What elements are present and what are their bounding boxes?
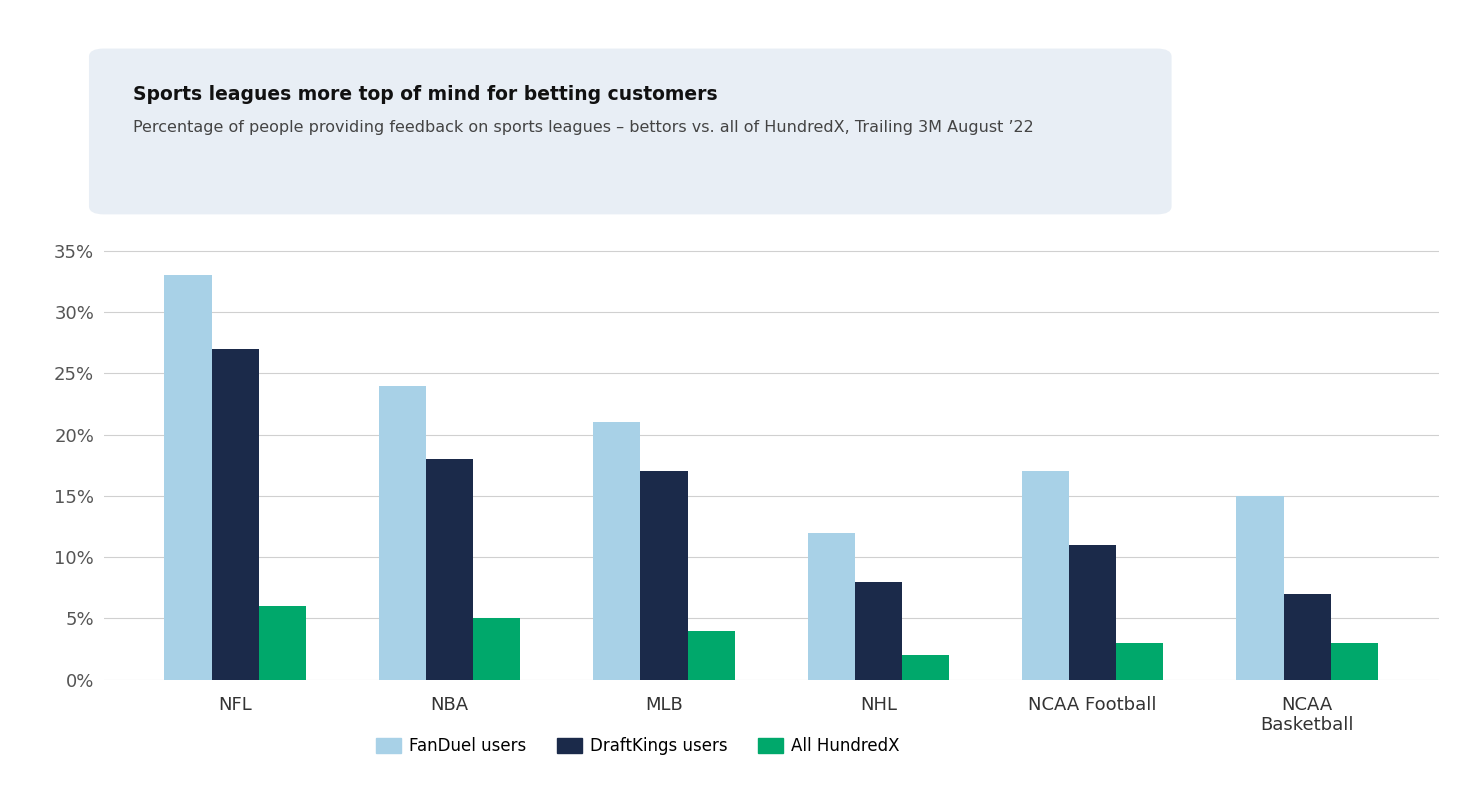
Bar	[426, 460, 473, 680]
Bar	[378, 386, 426, 680]
Bar	[808, 532, 854, 680]
Bar	[212, 349, 260, 680]
Bar	[1283, 594, 1330, 680]
Text: Percentage of people providing feedback on sports leagues – bettors vs. all of H: Percentage of people providing feedback …	[133, 120, 1034, 135]
Bar	[854, 582, 902, 680]
Bar	[473, 618, 521, 680]
Bar	[902, 655, 949, 680]
Bar	[1022, 472, 1069, 680]
Bar	[165, 276, 212, 680]
Text: Sports leagues more top of mind for betting customers: Sports leagues more top of mind for bett…	[133, 85, 718, 104]
Bar	[1069, 545, 1117, 680]
Bar	[688, 630, 734, 680]
Legend: FanDuel users, DraftKings users, All HundredX: FanDuel users, DraftKings users, All Hun…	[369, 731, 906, 762]
Bar	[641, 472, 688, 680]
Bar	[593, 422, 641, 680]
Bar	[1117, 643, 1164, 680]
Bar	[1237, 496, 1283, 680]
Bar	[1330, 643, 1378, 680]
Bar	[260, 606, 305, 680]
